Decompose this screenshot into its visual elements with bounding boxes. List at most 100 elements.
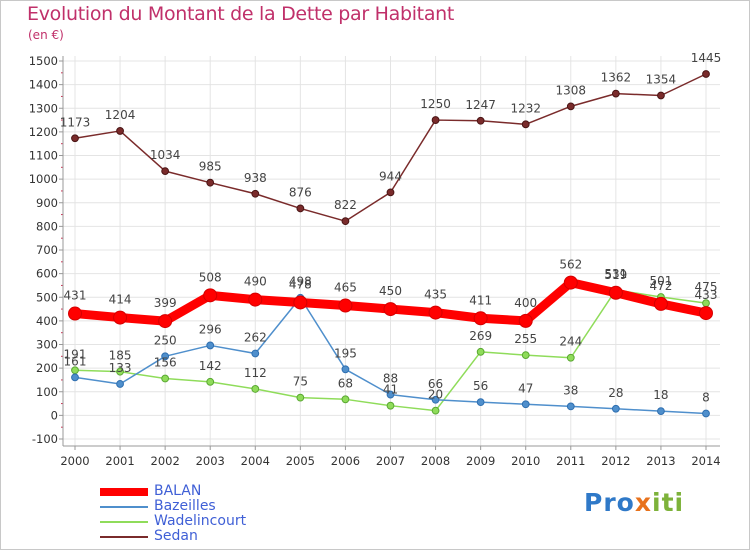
data-label-balan: 400	[514, 296, 537, 310]
data-label-sedan: 1034	[150, 148, 181, 162]
data-point-sedan	[611, 89, 620, 98]
data-label-balan: 399	[154, 296, 177, 310]
data-point-balan	[473, 311, 488, 326]
data-label-bazeilles: 38	[563, 383, 578, 397]
y-tick-label: 300	[36, 338, 58, 352]
data-label-balan: 508	[199, 270, 222, 284]
data-point-bazeilles	[386, 390, 395, 399]
data-point-balan	[113, 310, 128, 325]
x-tick-label: 2006	[331, 454, 360, 468]
data-point-balan	[428, 305, 443, 320]
data-point-wadelincourt	[296, 393, 305, 402]
data-label-sedan: 1362	[601, 71, 632, 85]
data-point-balan	[248, 292, 263, 307]
y-tick-label: -100	[32, 432, 58, 446]
data-label-balan: 465	[334, 281, 357, 295]
data-point-balan	[699, 306, 713, 321]
x-tick-label: 2004	[241, 454, 270, 468]
legend-swatch	[100, 521, 148, 523]
data-point-bazeilles	[476, 398, 485, 407]
data-label-wadelincourt: 112	[244, 366, 267, 380]
data-label-bazeilles: 262	[244, 330, 267, 344]
data-label-balan: 435	[424, 288, 447, 302]
x-tick-label: 2013	[646, 454, 675, 468]
y-tick-label: 400	[36, 314, 58, 328]
data-point-sedan	[116, 127, 124, 135]
data-label-wadelincourt: 41	[383, 383, 398, 397]
data-point-wadelincourt	[566, 353, 575, 362]
data-point-wadelincourt	[161, 374, 170, 383]
data-point-balan	[608, 285, 623, 300]
data-point-wadelincourt	[251, 385, 260, 393]
data-label-balan: 562	[559, 258, 582, 272]
data-label-balan: 490	[244, 275, 267, 289]
y-tick-label: 900	[36, 196, 58, 210]
data-point-balan	[653, 296, 668, 311]
logo-letter: i	[652, 488, 662, 517]
x-tick-label: 2001	[105, 454, 134, 468]
data-point-sedan	[161, 167, 170, 175]
data-point-sedan	[206, 178, 215, 187]
data-point-sedan	[431, 116, 440, 124]
x-tick-label: 2011	[556, 454, 585, 468]
data-label-wadelincourt: 191	[64, 347, 87, 361]
data-point-bazeilles	[566, 402, 575, 411]
y-tick-label: 800	[36, 219, 58, 233]
data-label-wadelincourt: 156	[154, 356, 177, 370]
data-point-wadelincourt	[206, 377, 215, 386]
data-label-sedan: 985	[199, 160, 222, 174]
data-label-wadelincourt: 501	[649, 274, 672, 288]
data-label-bazeilles: 56	[473, 379, 488, 393]
data-label-sedan: 822	[334, 198, 357, 212]
x-tick-label: 2002	[151, 454, 180, 468]
data-point-balan	[158, 314, 173, 329]
legend-swatch	[100, 506, 148, 508]
data-label-sedan: 1173	[60, 115, 91, 129]
y-tick-label: 1400	[29, 78, 58, 92]
plot-area	[63, 56, 720, 446]
data-label-balan: 414	[109, 293, 132, 307]
data-point-bazeilles	[431, 395, 440, 404]
data-point-wadelincourt	[521, 351, 530, 360]
logo-letter: i	[674, 488, 685, 517]
data-point-bazeilles	[611, 404, 620, 413]
data-point-bazeilles	[521, 400, 530, 409]
data-label-sedan: 876	[289, 185, 312, 199]
y-tick-label: 500	[36, 290, 58, 304]
y-tick-label: 1300	[29, 101, 58, 115]
data-label-balan: 478	[289, 277, 312, 291]
data-point-balan	[68, 306, 82, 321]
data-label-bazeilles: 250	[154, 333, 177, 347]
data-point-sedan	[476, 116, 485, 125]
y-tick-label: 1000	[29, 172, 58, 186]
data-label-balan: 519	[604, 268, 627, 282]
data-point-bazeilles	[702, 409, 710, 418]
data-label-wadelincourt: 68	[338, 376, 353, 390]
data-point-sedan	[521, 120, 530, 129]
data-label-balan: 433	[695, 288, 718, 302]
data-label-bazeilles: 498	[289, 275, 312, 289]
data-point-balan	[563, 275, 578, 290]
y-tick-label: 1100	[29, 149, 58, 163]
data-label-wadelincourt: 244	[559, 335, 582, 349]
data-point-wadelincourt	[476, 347, 485, 356]
y-tick-label: 1200	[29, 125, 58, 139]
data-label-wadelincourt: 142	[199, 359, 222, 373]
data-point-sedan	[341, 217, 350, 226]
data-label-sedan: 1308	[556, 83, 587, 97]
data-point-wadelincourt	[431, 406, 440, 415]
data-point-wadelincourt	[116, 367, 124, 376]
data-label-sedan: 1204	[105, 108, 136, 122]
data-point-balan	[383, 302, 398, 317]
chart-subtitle: (en €)	[28, 28, 64, 42]
data-label-wadelincourt: 20	[428, 388, 443, 402]
data-point-balan	[203, 288, 218, 303]
y-tick-label: 100	[36, 385, 58, 399]
data-point-bazeilles	[71, 373, 79, 382]
data-point-bazeilles	[341, 365, 350, 374]
data-point-balan	[518, 313, 533, 328]
data-point-balan	[293, 295, 308, 310]
data-point-bazeilles	[206, 341, 215, 350]
data-label-bazeilles: 8	[702, 390, 710, 404]
